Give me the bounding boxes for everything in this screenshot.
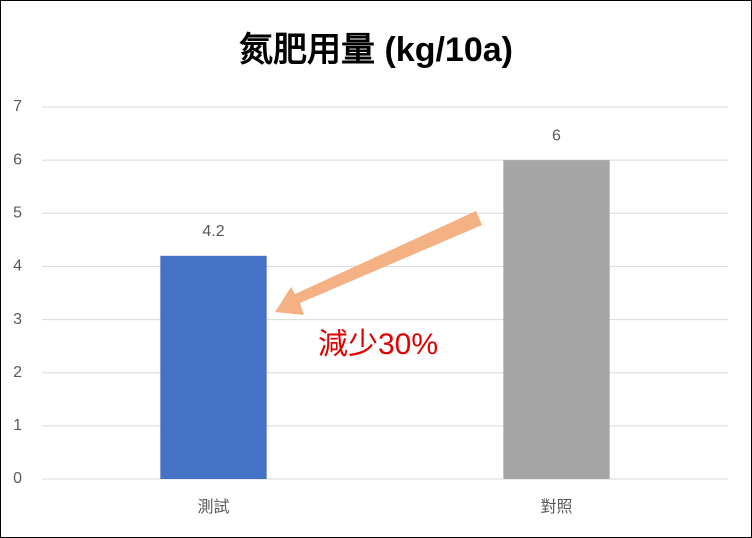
bar [160,255,267,479]
y-tick-label: 6 [13,151,22,168]
annotation: 減少30% [318,328,438,361]
bar [503,160,610,479]
y-tick-label: 5 [13,205,22,222]
x-tick-label: 測試 [197,498,229,516]
x-tick-label: 對照 [540,498,572,516]
y-tick-label: 1 [13,417,22,434]
y-tick-label: 2 [13,364,22,381]
data-label: 4.2 [202,223,224,240]
y-tick-label: 7 [13,98,22,115]
annotation-arrow [275,211,482,315]
y-tick-label: 0 [13,470,22,487]
data-label: 6 [552,127,561,144]
chart-title: 氮肥用量 (kg/10a) [239,31,513,69]
y-tick-label: 3 [13,311,22,328]
y-tick-label: 4 [13,258,22,275]
